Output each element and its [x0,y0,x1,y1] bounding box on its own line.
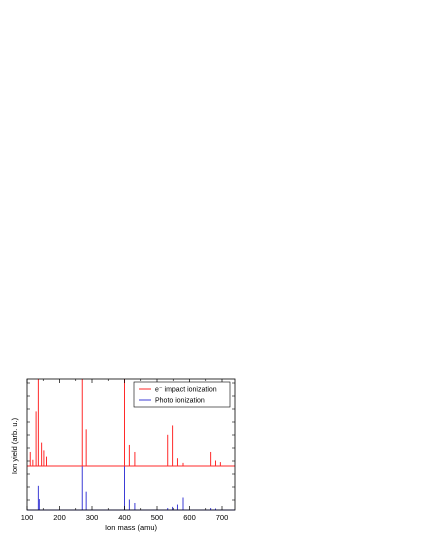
x-axis: 100 200 300 400 500 600 700 [21,379,229,522]
legend-box [133,381,231,408]
legend-label-electron: e⁻ impact ionization [155,387,217,394]
x-tick-label-6: 700 [216,513,229,522]
legend: e⁻ impact ionization Photo ionization [133,381,231,408]
y-axis-label: Ion yield (arb. u.) [10,417,19,474]
series-0 [27,379,235,467]
y-axis [27,382,235,501]
x-tick-label-5: 600 [183,513,196,522]
x-tick-label-2: 300 [86,513,99,522]
plot-frame [26,378,236,511]
x-tick-label-0: 100 [21,513,34,522]
x-tick-label-1: 200 [53,513,66,522]
legend-label-photo: Photo ionization [155,398,205,405]
x-tick-label-3: 400 [118,513,131,522]
x-tick-label-4: 500 [151,513,164,522]
x-axis-label: Ion mass (amu) [105,523,158,532]
series-1 [27,466,235,511]
